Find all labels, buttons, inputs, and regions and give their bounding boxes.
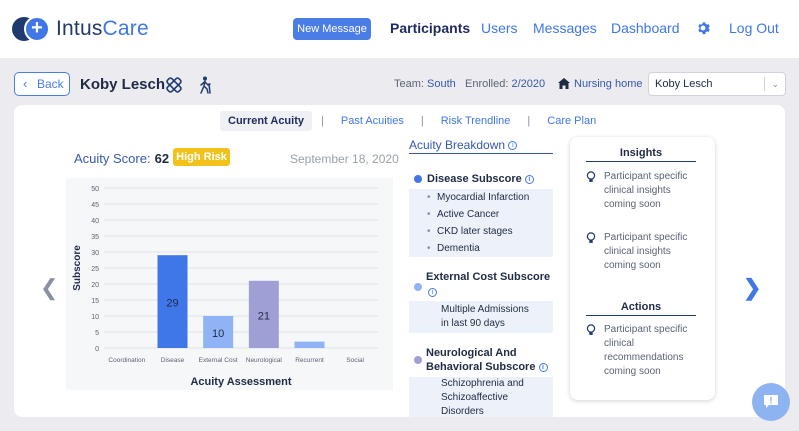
- acuity-tabs: Current Acuity | Past Acuities | Risk Tr…: [220, 111, 604, 131]
- x-tick-label: Social: [346, 357, 364, 364]
- y-tick-label: 50: [91, 186, 99, 193]
- team-info: Team: South: [394, 78, 456, 90]
- neuro-subscore-title: Neurological And Behavioral Subscore i: [426, 346, 548, 374]
- acuity-card: Current Acuity | Past Acuities | Risk Tr…: [14, 105, 785, 417]
- chevron-left-icon[interactable]: ❮: [40, 275, 59, 300]
- acuity-date: September 18, 2020: [290, 152, 399, 166]
- chat-button[interactable]: [752, 383, 790, 421]
- y-tick-label: 45: [91, 202, 99, 209]
- info-icon[interactable]: i: [508, 141, 518, 151]
- tab-care-plan[interactable]: Care Plan: [547, 115, 597, 127]
- external-cost-subscore-list: Multiple Admissions in last 90 days: [409, 301, 553, 333]
- chat-bubble-icon: [764, 395, 778, 408]
- insight-item: Participant specific clinical insights com…: [586, 170, 706, 212]
- y-tick-label: 15: [91, 298, 99, 305]
- new-message-button[interactable]: New Message: [293, 18, 371, 40]
- actions-title: Actions: [586, 301, 696, 316]
- y-tick-label: 30: [91, 250, 99, 257]
- bar: [157, 255, 188, 348]
- y-tick-label: 20: [91, 282, 99, 289]
- participant-select[interactable]: Koby Lesch ⌄: [648, 72, 786, 96]
- info-icon[interactable]: i: [428, 288, 437, 297]
- list-item: Active Cancer: [409, 206, 553, 223]
- walking-person-icon: [200, 76, 211, 94]
- gear-icon[interactable]: [696, 21, 710, 35]
- chevron-right-icon[interactable]: ❯: [743, 275, 762, 300]
- logout-link[interactable]: Log Out: [729, 20, 779, 36]
- y-tick-label: 5: [95, 330, 99, 337]
- info-icon[interactable]: i: [538, 362, 548, 372]
- disease-dot-icon: [414, 175, 422, 184]
- y-tick-label: 40: [91, 218, 99, 225]
- breakdown-title: Acuity Breakdown i: [409, 138, 518, 152]
- list-item: Multiple Admissions in last 90 days: [441, 304, 529, 329]
- action-item: Participant specific clinical recommendati…: [586, 323, 706, 379]
- disease-subscore-list: Myocardial Infarction Active Cancer CKD …: [409, 189, 553, 257]
- insight-item: Participant specific clinical insights com…: [586, 231, 706, 273]
- lightbulb-icon: [586, 324, 596, 335]
- list-item: CKD later stages: [409, 223, 553, 240]
- bar: [248, 280, 279, 348]
- y-tick-label: 25: [91, 266, 99, 273]
- y-axis-label: Subscore: [72, 245, 83, 291]
- x-tick-label: Coordination: [108, 357, 145, 364]
- external-cost-subscore-title: External Cost Subscore: [426, 271, 551, 283]
- tab-current-acuity[interactable]: Current Acuity: [220, 111, 312, 131]
- insights-panel: Insights Participant specific clinical in…: [570, 137, 715, 400]
- risk-badge: High Risk: [173, 148, 230, 166]
- tab-risk-trendline[interactable]: Risk Trendline: [440, 115, 511, 127]
- external-cost-dot-icon: [414, 283, 422, 291]
- tab-past-acuities[interactable]: Past Acuities: [340, 115, 404, 127]
- residence-label: Nursing home: [574, 78, 643, 90]
- y-tick-label: 0: [95, 346, 99, 353]
- lightbulb-icon: [586, 171, 596, 182]
- list-item: Schizophrenia and Schizoaffective Disorder…: [441, 378, 524, 417]
- info-icon[interactable]: i: [524, 174, 534, 184]
- insights-title: Insights: [586, 147, 696, 162]
- nav-dashboard[interactable]: Dashboard: [611, 20, 680, 36]
- home-icon: [558, 78, 570, 89]
- neuro-dot-icon: [414, 356, 422, 364]
- top-nav: + IntusCare New Message Participants Use…: [0, 0, 799, 58]
- logo-mark-icon: +: [12, 16, 50, 42]
- nav-messages[interactable]: Messages: [533, 20, 597, 36]
- bar-data-label: 21: [258, 310, 270, 322]
- bar: [294, 341, 325, 348]
- lightbulb-icon: [586, 232, 596, 243]
- acuity-score: Acuity Score: 62: [74, 151, 170, 166]
- bar: [203, 316, 234, 348]
- back-button[interactable]: ‹ Back: [14, 72, 70, 96]
- y-tick-label: 35: [91, 234, 99, 241]
- nav-users[interactable]: Users: [481, 20, 518, 36]
- list-item: Myocardial Infarction: [409, 189, 553, 206]
- x-tick-label: Neurological: [246, 357, 283, 364]
- acuity-bar-chart: 0 5 10 15 20 25 30 35 40 45 50 Coordination 29 Diseas…: [72, 186, 378, 388]
- medical-bandage-icon: [166, 77, 182, 93]
- list-item: Dementia: [409, 240, 553, 257]
- x-tick-label: Recurrent: [295, 357, 324, 364]
- chevron-down-icon[interactable]: ⌄: [771, 79, 779, 89]
- participant-name: Koby Lesch: [80, 76, 166, 93]
- bar-data-label: 10: [212, 328, 224, 340]
- x-tick-label: External Cost: [199, 357, 238, 364]
- neuro-subscore-list: Schizophrenia and Schizoaffective Disorder…: [409, 377, 553, 417]
- enrolled-info: Enrolled: 2/2020: [465, 78, 546, 90]
- chevron-left-icon: ‹: [23, 76, 28, 91]
- bar-data-label: 29: [166, 298, 178, 310]
- y-tick-label: 10: [91, 314, 99, 321]
- intuscare-logo[interactable]: + IntusCare: [12, 16, 149, 42]
- x-axis-label: Acuity Assessment: [190, 376, 291, 388]
- nav-participants[interactable]: Participants: [390, 20, 471, 36]
- disease-subscore-title: Disease Subscore i: [414, 173, 534, 185]
- x-tick-label: Disease: [161, 357, 185, 364]
- logo-text: IntusCare: [56, 17, 149, 40]
